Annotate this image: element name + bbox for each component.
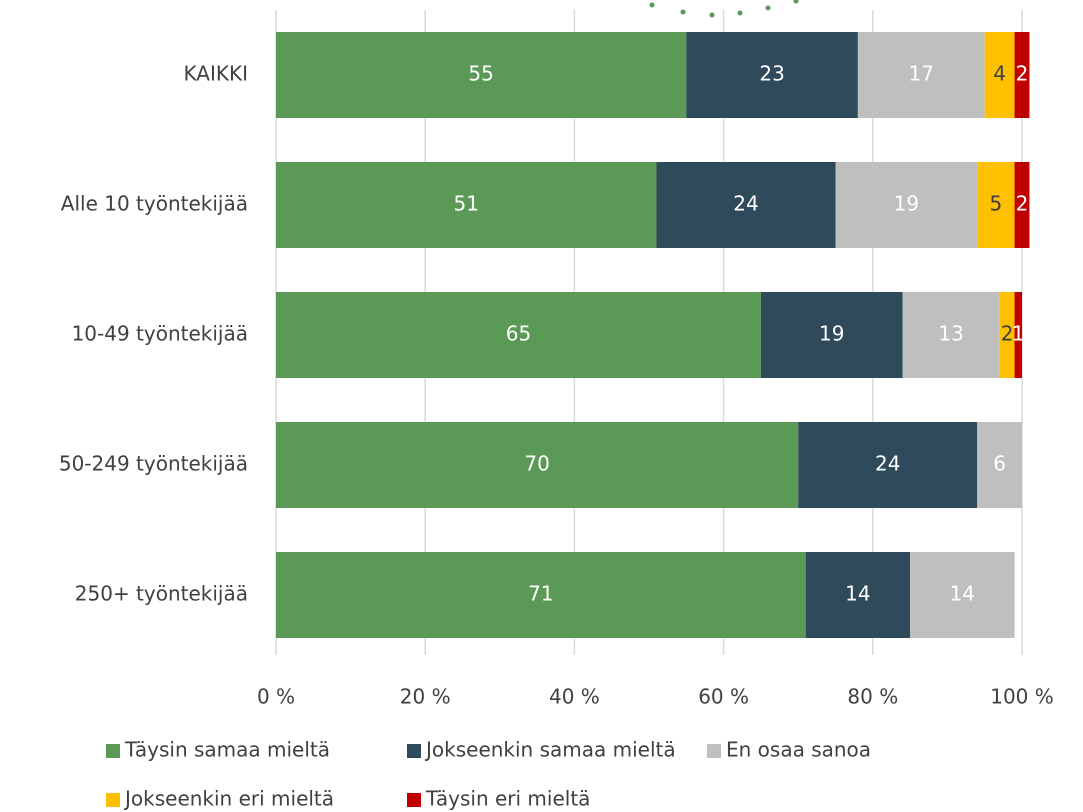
legend-swatch <box>707 744 721 758</box>
data-label: 51 <box>454 192 479 216</box>
decoration-dots <box>649 0 799 18</box>
x-tick-label: 80 % <box>847 685 898 709</box>
legend-label: En osaa sanoa <box>726 738 871 762</box>
bar-segment <box>1014 162 1030 248</box>
bar-segment <box>276 292 761 378</box>
data-label: 14 <box>845 582 870 606</box>
bar-segment <box>999 292 1015 378</box>
data-label: 2 <box>1016 192 1029 216</box>
y-tick-label: KAIKKI <box>184 62 248 86</box>
data-label: 1 <box>1012 322 1025 346</box>
legend-label: Täysin samaa mieltä <box>124 738 330 762</box>
y-tick-label: 10-49 työntekijää <box>72 322 248 346</box>
legend-swatch <box>407 793 421 807</box>
y-tick-label: 250+ työntekijää <box>75 582 248 606</box>
data-label: 2 <box>1001 322 1014 346</box>
bar-segment <box>977 162 1015 248</box>
legend-swatch <box>407 744 421 758</box>
data-label: 13 <box>938 322 963 346</box>
legend-label: Jokseenkin eri mieltä <box>123 787 334 811</box>
data-label: 24 <box>733 192 758 216</box>
data-label: 70 <box>524 452 549 476</box>
bar-segment <box>276 32 687 118</box>
legend-label: Jokseenkin samaa mieltä <box>424 738 676 762</box>
bar-segment <box>760 292 903 378</box>
data-label: 65 <box>506 322 531 346</box>
y-tick-label: Alle 10 työntekijää <box>61 192 248 216</box>
data-label: 2 <box>1016 62 1029 86</box>
legend-swatch <box>106 793 120 807</box>
bar-segment <box>656 162 836 248</box>
data-label: 14 <box>950 582 975 606</box>
data-label: 6 <box>993 452 1006 476</box>
bar-segment <box>857 32 985 118</box>
bar-segment <box>276 552 806 638</box>
bar-segment <box>805 552 911 638</box>
x-tick-label: 0 % <box>257 685 295 709</box>
bar-segment <box>276 162 657 248</box>
x-tick-label: 60 % <box>698 685 749 709</box>
data-label: 5 <box>990 192 1003 216</box>
bar-segment <box>1014 292 1022 378</box>
data-label: 19 <box>819 322 844 346</box>
x-tick-label: 100 % <box>990 685 1054 709</box>
data-label: 55 <box>468 62 493 86</box>
x-tick-label: 20 % <box>400 685 451 709</box>
bar-segment <box>686 32 858 118</box>
data-label: 23 <box>759 62 784 86</box>
bar-segment <box>1014 32 1030 118</box>
legend-label: Täysin eri mieltä <box>425 787 590 811</box>
bar-segment <box>910 552 1015 638</box>
data-label: 71 <box>528 582 553 606</box>
bar-segment <box>984 32 1015 118</box>
data-label: 4 <box>993 62 1006 86</box>
bar-segment <box>276 422 799 508</box>
bar-segment <box>835 162 978 248</box>
bar-segment <box>902 292 1000 378</box>
y-tick-label: 50-249 työntekijää <box>59 452 248 476</box>
data-label: 24 <box>875 452 900 476</box>
bar-segment <box>798 422 978 508</box>
data-label: 17 <box>909 62 934 86</box>
bar-segment <box>977 422 1022 508</box>
legend-swatch <box>106 744 120 758</box>
data-label: 19 <box>894 192 919 216</box>
x-tick-label: 40 % <box>549 685 600 709</box>
